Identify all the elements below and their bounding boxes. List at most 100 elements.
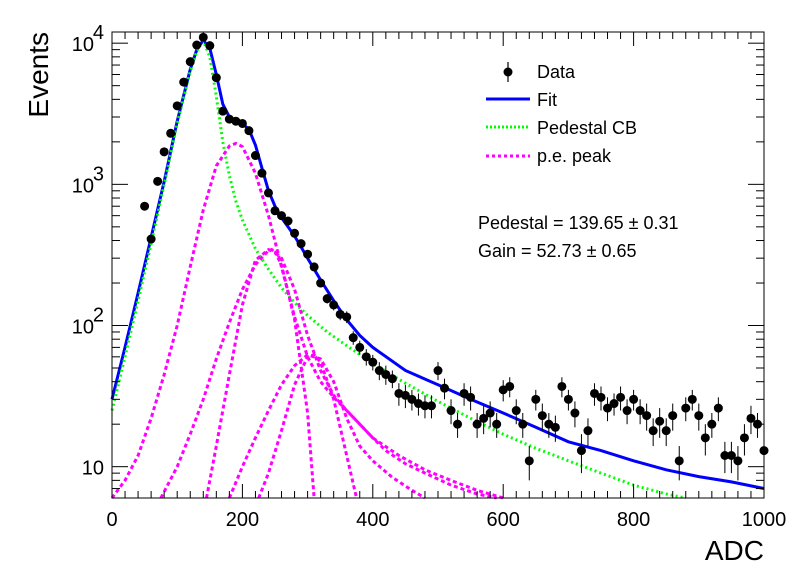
legend-entry-fit: Fit <box>486 90 557 110</box>
legend: Data Fit Pedestal CB p.e. peak <box>486 62 637 166</box>
data-point <box>642 411 652 421</box>
data-point <box>322 294 332 304</box>
data-point <box>381 369 391 379</box>
y-tick-label: 10 <box>72 175 94 197</box>
data-point <box>303 249 313 259</box>
curve-p-e-peak-2 <box>159 247 497 500</box>
data-point <box>218 106 228 116</box>
data-point <box>153 176 163 186</box>
x-tick-label: 600 <box>487 509 520 531</box>
data-point <box>374 366 384 376</box>
data-point <box>192 40 202 50</box>
legend-entry-pedestal: Pedestal CB <box>486 118 637 138</box>
legend-entry-pe-peak: p.e. peak <box>486 146 612 166</box>
data-point <box>511 406 521 416</box>
data-point <box>492 419 502 429</box>
data-point <box>661 426 671 436</box>
y-tick-label: 10 <box>72 34 94 56</box>
data-point <box>420 401 430 411</box>
data-point <box>707 419 717 429</box>
x-axis-title: ADC <box>705 535 764 566</box>
data-point <box>277 211 287 221</box>
data-point <box>140 201 150 211</box>
data-point <box>348 333 358 343</box>
y-tick-exponent: 2 <box>93 305 104 327</box>
data-point <box>387 374 397 384</box>
data-point <box>681 403 691 413</box>
data-point <box>629 394 639 404</box>
data-point <box>400 390 410 400</box>
data-point <box>172 101 182 111</box>
data-point <box>576 446 586 456</box>
data-point <box>316 278 326 288</box>
data-point <box>531 394 541 404</box>
data-point <box>726 451 736 461</box>
data-point <box>596 392 606 402</box>
data-point <box>616 392 626 402</box>
data-point <box>453 419 463 429</box>
data-point <box>205 41 215 51</box>
x-tick-label: 800 <box>617 509 650 531</box>
curve-p-e-peak-3-narrow <box>257 353 358 499</box>
legend-label-data: Data <box>537 62 576 82</box>
y-tick-exponent: 4 <box>93 22 104 44</box>
data-point <box>237 118 247 128</box>
data-point <box>426 401 436 411</box>
data-point <box>655 416 665 426</box>
data-point <box>446 406 456 416</box>
data-point <box>283 216 293 226</box>
data-point <box>622 406 632 416</box>
data-point <box>466 392 476 402</box>
data-point <box>648 426 658 436</box>
data-point <box>146 234 156 244</box>
gain-annotation: Gain = 52.73 ± 0.65 <box>478 241 637 261</box>
data-point <box>407 394 417 404</box>
x-tick-label: 1000 <box>742 509 787 531</box>
data-point <box>329 300 339 310</box>
data-point <box>485 408 495 418</box>
data-point <box>185 57 195 67</box>
y-tick-label: 10 <box>72 317 94 339</box>
x-tick-label: 0 <box>106 509 117 531</box>
curve-p-e-peak-1 <box>110 141 504 500</box>
data-point <box>668 411 678 421</box>
data-point <box>263 188 273 198</box>
legend-entry-data: Data <box>503 62 576 82</box>
data-point <box>250 151 260 161</box>
data-point <box>244 126 254 136</box>
data-point <box>440 383 450 393</box>
data-point <box>309 262 319 272</box>
curve-p-e-peak-2-narrow <box>205 247 316 499</box>
data-point <box>733 456 743 466</box>
y-axis-title: Events <box>23 32 54 118</box>
data-point <box>557 381 567 391</box>
data-point <box>342 312 352 322</box>
legend-label-pe-peak: p.e. peak <box>537 146 612 166</box>
data-point <box>472 419 482 429</box>
data-point <box>270 206 280 216</box>
data-point <box>635 406 645 416</box>
data-point <box>257 168 267 178</box>
data-point <box>713 403 723 413</box>
data-points <box>140 32 769 481</box>
x-tick-label: 400 <box>356 509 389 531</box>
data-point <box>589 388 599 398</box>
y-tick-label: 10 <box>82 458 104 480</box>
data-point <box>166 128 176 138</box>
data-point <box>459 388 469 398</box>
data-point <box>368 357 378 367</box>
data-point <box>179 77 189 87</box>
data-point <box>290 228 300 238</box>
data-point <box>700 433 710 443</box>
legend-label-pedestal: Pedestal CB <box>537 118 637 138</box>
data-point <box>355 342 365 352</box>
data-point <box>720 451 730 461</box>
fit-curves <box>110 37 765 500</box>
data-point <box>211 73 221 83</box>
data-point <box>296 239 306 249</box>
x-tick-label: 200 <box>226 509 259 531</box>
data-point <box>361 352 371 362</box>
data-point <box>603 403 613 413</box>
